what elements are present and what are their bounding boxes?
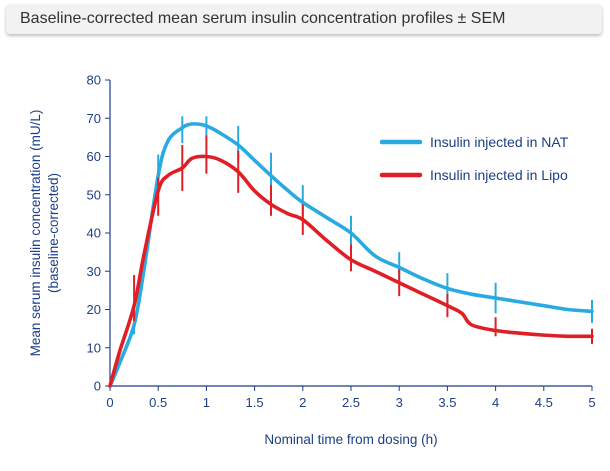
- x-tick-label: 3: [396, 395, 403, 410]
- y-tick-label: 50: [87, 187, 101, 202]
- x-tick-label: 4: [492, 395, 499, 410]
- series-lipo: [108, 135, 594, 388]
- y-axis-title: Mean serum insulin concentration (mU/L): [28, 110, 43, 357]
- y-tick-label: 20: [87, 302, 101, 317]
- x-tick-label: 0.5: [149, 395, 167, 410]
- legend-label-lipo: Insulin injected in Lipo: [430, 167, 568, 183]
- x-tick-label: 2: [299, 395, 306, 410]
- legend: Insulin injected in NAT Insulin injected …: [379, 134, 569, 183]
- y-tick-label: 30: [87, 264, 101, 279]
- x-tick-label: 3.5: [438, 395, 456, 410]
- tick-labels: 0 10 20 30 40 50 60 70 80 0 0.5 1 1.5 2 2.5 3 3.5 4 4.5 5: [87, 73, 596, 411]
- x-tick-label: 1: [203, 395, 210, 410]
- axes: [105, 79, 593, 391]
- x-axis-title: Nominal time from dosing (h): [264, 432, 437, 447]
- x-tick-label: 1.5: [246, 395, 264, 410]
- series-line-lipo: [108, 154, 594, 388]
- chart-title: Baseline-corrected mean serum insulin co…: [20, 10, 506, 27]
- y-tick-label: 80: [87, 73, 101, 88]
- y-tick-label: 0: [94, 379, 101, 394]
- x-tick-label: 4.5: [535, 395, 553, 410]
- y-tick-label: 40: [87, 226, 101, 241]
- x-tick-label: 2.5: [342, 395, 360, 410]
- series-layer: [108, 116, 594, 388]
- y-tick-label: 10: [87, 340, 101, 355]
- legend-label-nat: Insulin injected in NAT: [430, 134, 569, 150]
- y-tick-label: 60: [87, 149, 101, 164]
- title-bar: Baseline-corrected mean serum insulin co…: [6, 4, 602, 34]
- series-nat: [108, 116, 594, 388]
- y-axis-subtitle: (baseline-corrected): [46, 173, 61, 293]
- x-tick-label: 5: [588, 395, 595, 410]
- x-tick-label: 0: [106, 395, 113, 410]
- y-tick-label: 70: [87, 111, 101, 126]
